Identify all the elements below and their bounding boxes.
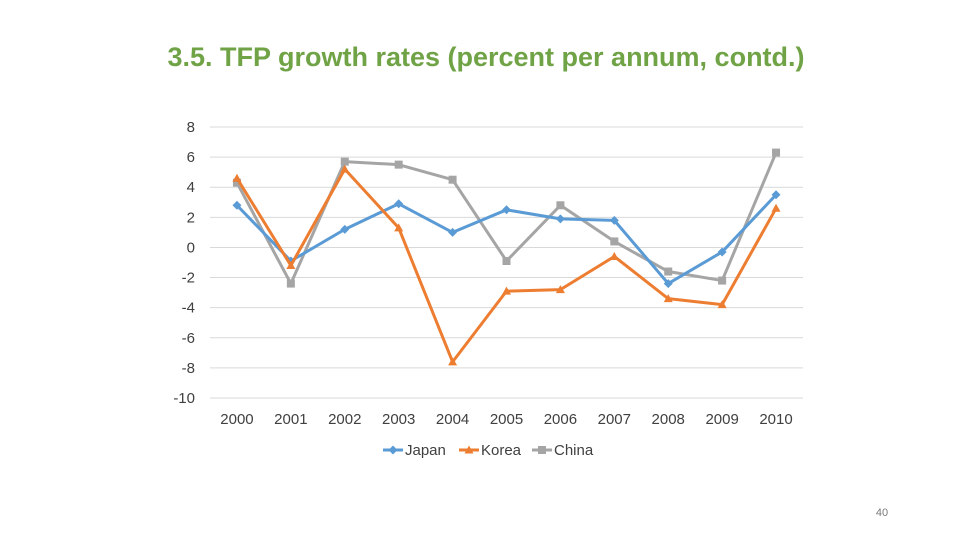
- data-point-korea: [448, 357, 458, 366]
- data-point-korea: [771, 203, 781, 212]
- data-point-japan: [502, 205, 511, 215]
- page-number: 40: [875, 507, 889, 519]
- series-line-korea: [235, 167, 778, 364]
- data-point-korea: [717, 300, 727, 309]
- data-point-china: [610, 237, 619, 246]
- y-tick-label: 4: [187, 179, 195, 196]
- legend-label: Korea: [481, 442, 522, 459]
- data-point-japan: [717, 247, 727, 257]
- data-point-japan: [340, 224, 350, 234]
- data-point-japan: [555, 214, 565, 224]
- data-point-korea: [394, 223, 404, 232]
- y-tick-label: -2: [182, 270, 195, 287]
- x-tick-label: 2004: [436, 411, 469, 428]
- x-tick-label: 2003: [382, 411, 415, 428]
- data-point-china: [664, 267, 673, 276]
- data-point-korea: [555, 285, 565, 294]
- data-point-korea: [609, 251, 619, 260]
- data-point-china: [772, 148, 781, 157]
- y-tick-label: -6: [182, 330, 195, 347]
- legend-marker: [464, 445, 474, 454]
- y-tick-label: 0: [187, 239, 195, 256]
- data-point-china: [718, 276, 727, 285]
- x-tick-label: 2002: [328, 411, 361, 428]
- data-point-korea: [340, 164, 350, 173]
- legend-label: China: [554, 442, 594, 459]
- data-point-korea: [232, 173, 242, 182]
- data-point-japan: [394, 199, 404, 209]
- data-point-japan: [448, 227, 458, 237]
- legend-item-korea: Korea: [459, 442, 522, 459]
- data-point-japan: [609, 215, 619, 225]
- series-korea: [232, 164, 781, 366]
- y-tick-label: 8: [187, 119, 195, 136]
- data-point-korea: [502, 286, 511, 295]
- x-tick-label: 2000: [220, 411, 253, 428]
- data-point-china: [448, 175, 457, 184]
- x-tick-label: 2006: [544, 411, 577, 428]
- gridlines: [210, 126, 803, 399]
- x-tick-label: 2001: [274, 411, 307, 428]
- data-point-japan: [232, 200, 242, 210]
- legend-label: Japan: [405, 442, 446, 459]
- y-tick-label: -8: [182, 360, 195, 377]
- x-tick-label: 2005: [490, 411, 523, 428]
- legend-marker: [388, 445, 398, 455]
- data-point-china: [502, 256, 511, 265]
- legend: Japan Korea China: [383, 442, 594, 459]
- legend-item-japan: Japan: [383, 442, 446, 459]
- data-point-china: [286, 279, 295, 288]
- y-tick-label: 2: [187, 209, 195, 226]
- data-point-china: [394, 160, 403, 169]
- legend-marker: [538, 446, 546, 454]
- data-point-korea: [286, 261, 296, 270]
- x-tick-label: 2009: [705, 411, 738, 428]
- x-axis-ticks: 2000 2001 2002 2003 2004 2005 2006 2007 2008 2009…: [220, 411, 792, 428]
- legend-item-china: China: [532, 442, 594, 459]
- data-point-china: [556, 201, 565, 210]
- y-tick-label: 6: [187, 149, 195, 166]
- x-tick-label: 2010: [759, 411, 792, 428]
- series-group: [232, 148, 781, 366]
- x-tick-label: 2007: [598, 411, 631, 428]
- series-japan: [232, 190, 781, 289]
- data-point-japan: [663, 279, 673, 289]
- data-point-china: [340, 157, 349, 166]
- data-point-china: [232, 178, 241, 187]
- x-tick-label: 2008: [652, 411, 685, 428]
- y-tick-label: -10: [173, 390, 195, 407]
- data-point-korea: [663, 294, 673, 303]
- data-point-japan: [771, 190, 781, 200]
- slide-title: 3.5. TFP growth rates (percent per annum…: [167, 42, 805, 72]
- y-tick-label: -4: [182, 300, 195, 317]
- y-axis-ticks: 8 6 4 2 0 -2 -4 -6 -8 -10: [173, 119, 195, 407]
